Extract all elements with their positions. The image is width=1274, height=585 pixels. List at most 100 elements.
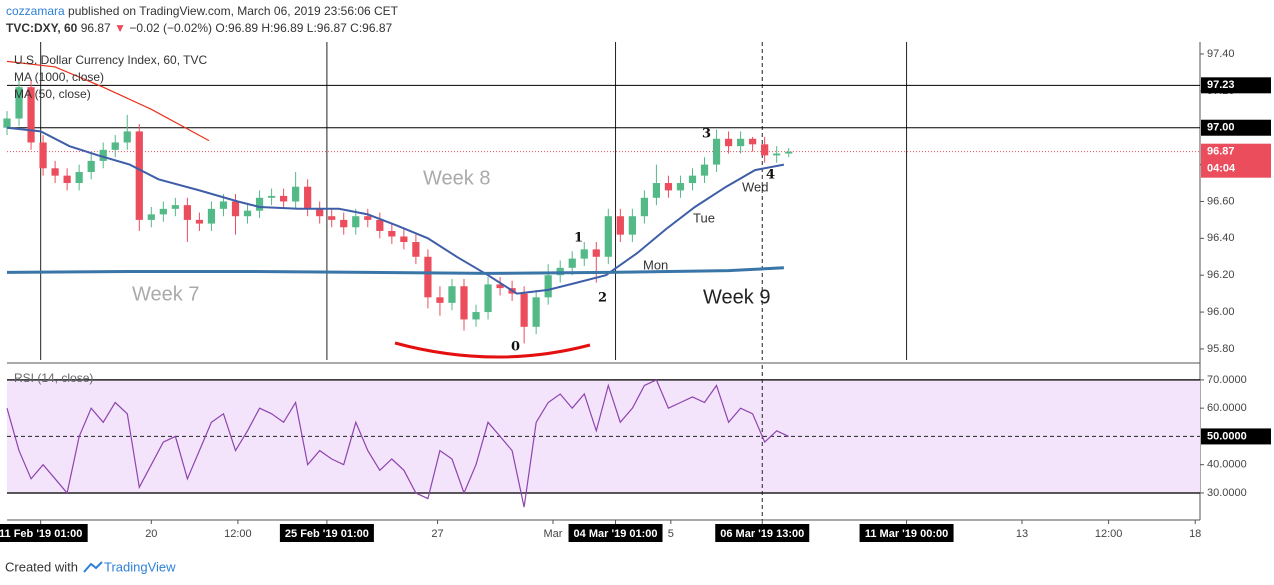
price: 96.87 <box>81 21 111 35</box>
ohlc: O:96.89 H:96.89 L:96.87 C:96.87 <box>215 21 392 35</box>
x-tick-label: 11 Mar '19 00:00 <box>865 528 948 540</box>
candle-body <box>123 131 131 143</box>
candle-body <box>207 208 216 224</box>
candle-body <box>3 118 11 128</box>
candle-body <box>316 208 324 217</box>
candle-body <box>749 138 757 145</box>
candle-body <box>640 197 648 217</box>
candle-body <box>412 242 420 257</box>
candle-body <box>15 87 23 119</box>
candle-body <box>676 183 685 191</box>
candle-body <box>736 138 745 147</box>
x-tick-label: Mar <box>544 528 563 540</box>
rsi-mid-label: 50.0000 <box>1207 430 1247 442</box>
rsi-mid-box <box>1201 428 1271 445</box>
candle-body <box>376 219 384 231</box>
annotation: 2 <box>598 291 607 306</box>
y-tick-label: 40.0000 <box>1207 459 1247 471</box>
y-tick-label: 97.40 <box>1207 48 1235 60</box>
x-tick-label: 5 <box>668 528 674 540</box>
change: −0.02 (−0.02%) <box>129 21 212 35</box>
candle-body <box>568 258 576 268</box>
price-label: 97.00 <box>1207 122 1235 134</box>
annotation: 4 <box>766 168 775 183</box>
candle-body <box>460 286 468 320</box>
y-tick-label: 96.60 <box>1207 195 1235 207</box>
annotation: 0 <box>511 340 520 355</box>
rsi-title: RSI (14, close) <box>14 371 93 385</box>
countdown-label: 04:04 <box>1207 163 1236 175</box>
y-tick-label: 30.0000 <box>1207 487 1247 499</box>
ma-line <box>6 126 785 295</box>
arrow: ▼ <box>114 21 126 35</box>
annotation: Wed <box>742 179 769 194</box>
candle-body <box>628 216 636 235</box>
candle-body <box>700 164 709 176</box>
x-label-box <box>279 524 374 542</box>
candle-body <box>75 171 83 184</box>
annotation: 1 <box>574 231 583 246</box>
footer-brand[interactable]: TradingView <box>104 559 176 574</box>
candle-body <box>340 219 348 228</box>
x-tick-label: 12:00 <box>1095 528 1123 540</box>
price-label: 97.23 <box>1207 79 1235 91</box>
candle-body <box>51 168 59 176</box>
x-tick-label: 11 Feb '19 01:00 <box>0 528 82 540</box>
candle-body <box>304 186 312 209</box>
candle-body <box>39 142 47 169</box>
brand-icon <box>83 561 103 573</box>
candle-body <box>219 201 228 209</box>
candle-body <box>352 216 360 228</box>
y-tick-label: 60.0000 <box>1207 402 1247 414</box>
candle-body <box>231 201 240 217</box>
candle-body <box>27 87 35 143</box>
candle-body <box>267 195 276 198</box>
rsi-line <box>6 379 789 508</box>
y-tick-label: 70.0000 <box>1207 374 1247 386</box>
x-label-box <box>568 524 663 542</box>
candle-body <box>484 284 492 313</box>
x-tick-label: 25 Feb '19 01:00 <box>285 528 369 540</box>
x-label-box <box>859 524 954 542</box>
ma-line <box>6 266 784 275</box>
candle-body <box>712 138 721 165</box>
x-tick-label: 06 Mar '19 13:00 <box>720 528 804 540</box>
price-box <box>1201 119 1271 136</box>
candle-body <box>99 149 107 161</box>
candle-body <box>436 297 444 303</box>
candle-body <box>255 197 264 211</box>
candle-body <box>135 131 143 220</box>
x-tick-label: 04 Mar '19 01:00 <box>574 528 658 540</box>
price-box <box>1201 77 1271 94</box>
candle-body <box>604 216 612 257</box>
x-label-box <box>715 524 810 542</box>
candle-body <box>544 275 552 298</box>
y-tick-label: 96.40 <box>1207 232 1235 244</box>
annotation: Week 9 <box>703 286 770 308</box>
candle-body <box>388 230 396 237</box>
publisher[interactable]: cozzamara <box>6 4 65 18</box>
candle-body <box>147 214 155 220</box>
x-tick-label: 27 <box>431 528 443 540</box>
candle-body <box>87 160 95 172</box>
candle-body <box>448 286 456 303</box>
bottom-arc <box>394 341 591 359</box>
annotation: Mon <box>643 257 668 272</box>
candle-body <box>364 216 372 220</box>
candle-body <box>616 216 624 235</box>
candle-body <box>400 236 408 243</box>
x-tick-label: 18 <box>1189 528 1201 540</box>
candle-body <box>243 210 252 217</box>
candle-body <box>520 293 528 327</box>
published: published on TradingView.com, March 06, … <box>68 4 399 18</box>
last-price-label: 96.87 <box>1207 146 1235 158</box>
last-price-box <box>1201 143 1271 178</box>
candle-body <box>279 195 288 202</box>
legend-entry: MA (50, close) <box>14 87 91 101</box>
candle-body <box>724 138 733 147</box>
candle-body <box>292 186 300 202</box>
y-tick-label: 96.00 <box>1207 306 1235 318</box>
annotation: Week 7 <box>132 283 199 305</box>
